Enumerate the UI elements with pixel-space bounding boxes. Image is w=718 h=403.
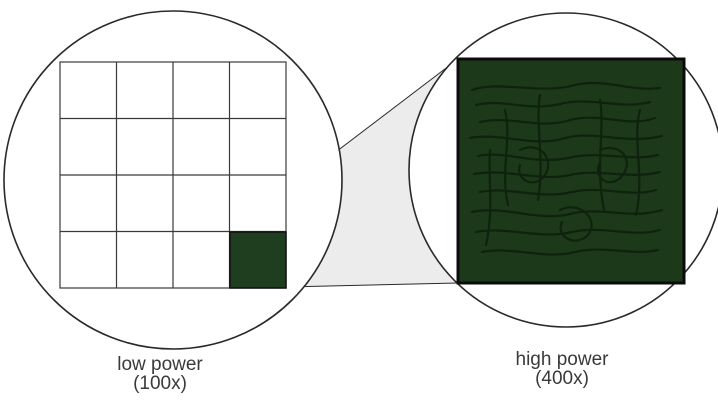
magnified-specimen [456,57,686,285]
high-power-label: high power [515,349,609,370]
low-power-magnification: (100x) [133,373,187,394]
low-power-field [3,10,343,350]
high-power-field [408,12,718,328]
high-power-caption: high power (400x) [472,350,652,388]
zoom-line-bottom [285,282,459,288]
specimen-texture [468,81,664,256]
highlighted-grid-cell [229,231,287,289]
high-power-magnification: (400x) [535,368,589,389]
low-power-label: low power [117,354,203,375]
low-power-caption: low power (100x) [70,355,250,393]
